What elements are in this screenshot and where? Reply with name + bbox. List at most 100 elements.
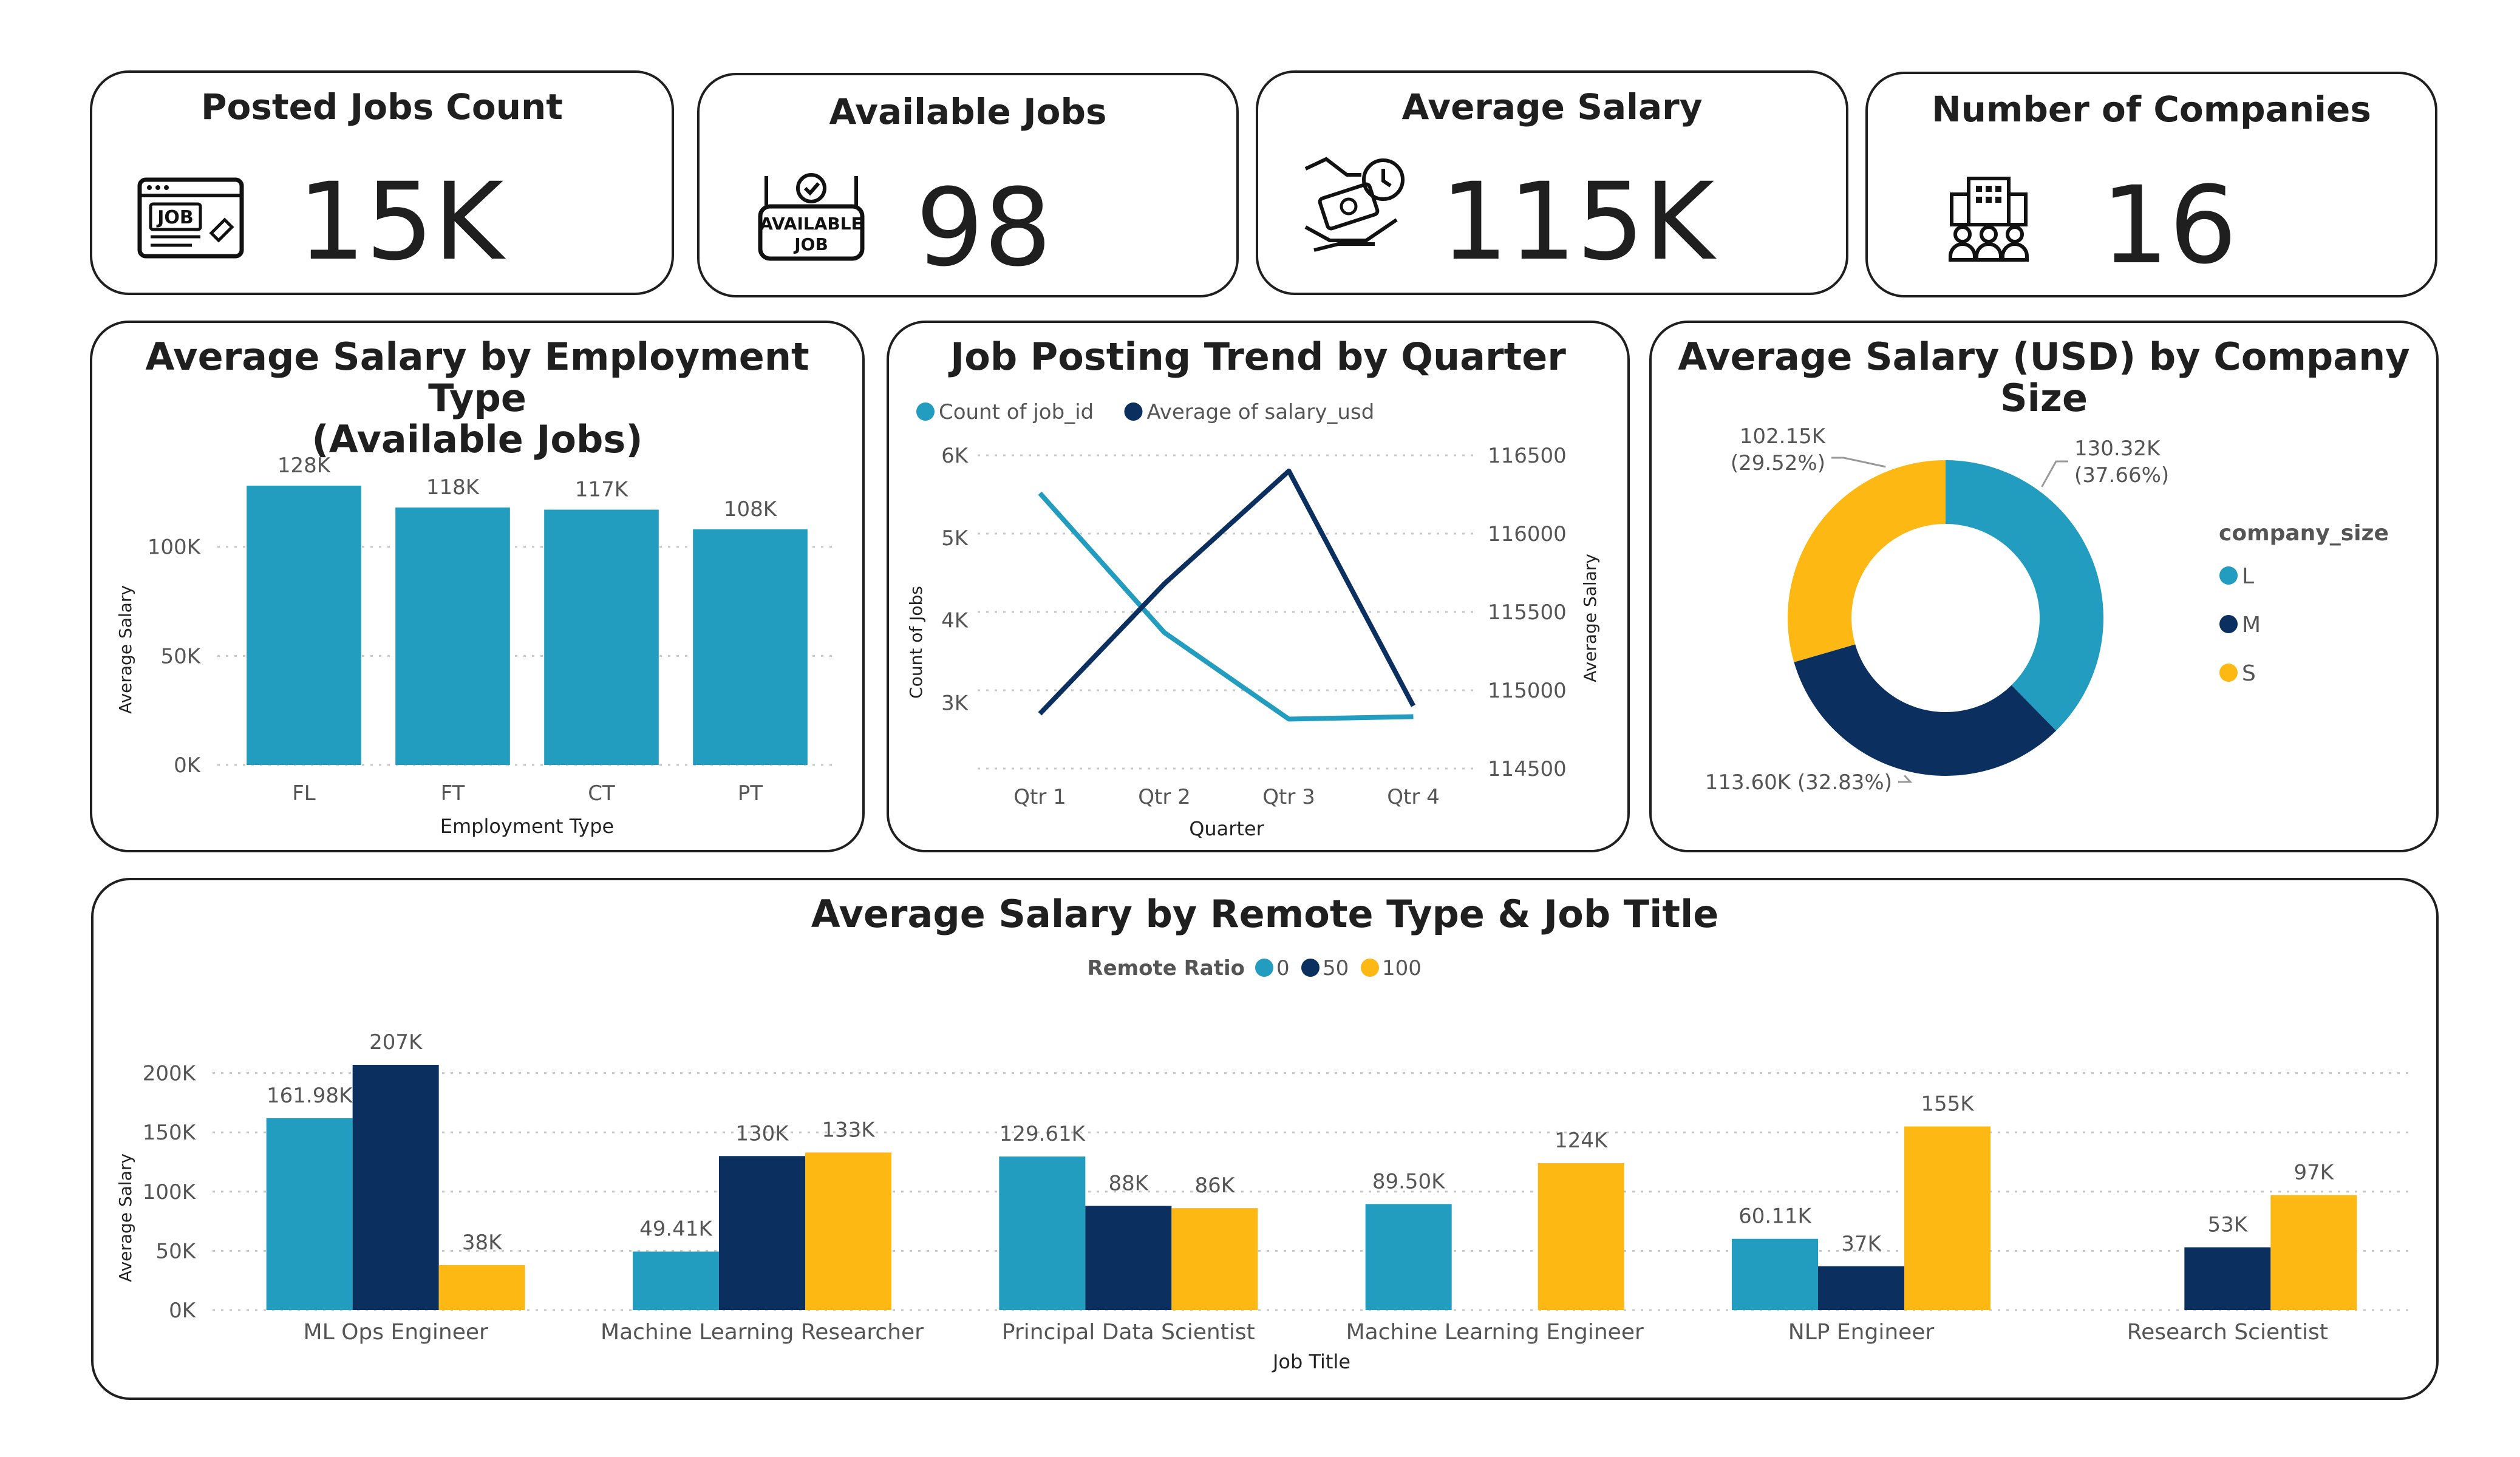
x-tick-label: NLP Engineer (1788, 1320, 1935, 1345)
legend-label: 50 (1323, 956, 1349, 980)
donut-slice-L (1946, 460, 2103, 731)
remote-type-grouped-bar-chart: Remote Ratio 0 50 100 0K 50K 100K 150K 200K 161.9… (115, 956, 2411, 1373)
legend-title: Remote Ratio (1087, 956, 1245, 980)
chart-title: Average Salary (USD) by Company Size (1678, 335, 2410, 420)
bar (1171, 1208, 1258, 1310)
available-icon-text: AVAILABLE (760, 214, 862, 234)
y-axis-label: Average Salary (115, 1153, 135, 1282)
data-label: 37K (1841, 1232, 1882, 1256)
x-axis-label: Employment Type (440, 815, 614, 838)
leader-line (1898, 775, 1913, 783)
bar (544, 509, 659, 765)
data-label: 60.11K (1738, 1204, 1812, 1229)
y-tick-label: 0K (174, 753, 202, 778)
y-tick-label-right: 116500 (1488, 444, 1567, 468)
y-tick-label: 0K (169, 1299, 197, 1323)
y-axis-label-right: Average Salary (1580, 554, 1600, 682)
kpi-title: Posted Jobs Count (200, 86, 564, 127)
job-icon-text: JOB (793, 234, 828, 254)
kpi-title: Average Salary (1401, 86, 1703, 127)
data-label: 113.60K (32.83%) (1705, 770, 1892, 795)
legend-label: S (2242, 661, 2256, 686)
data-label: 108K (724, 497, 778, 521)
legend-label: 100 (1382, 956, 1422, 980)
x-tick-label: Qtr 1 (1013, 785, 1066, 809)
kpi-value: 115K (1440, 160, 1715, 284)
job-browser-icon: JOB (137, 177, 244, 259)
kpi-card-posted-jobs: Posted Jobs Count JOB 15K (90, 70, 674, 295)
data-label: 88K (1109, 1171, 1149, 1195)
line-average-salary (1038, 468, 1416, 716)
leader-line (2041, 460, 2068, 487)
x-tick-label: Machine Learning Researcher (601, 1320, 924, 1345)
data-label: 130.32K (2074, 436, 2161, 461)
data-label: 117K (575, 478, 629, 502)
legend-label: Average of salary_usd (1147, 400, 1375, 424)
x-tick-label: CT (588, 781, 615, 806)
y-tick-label: 100K (148, 535, 202, 560)
y-tick-label: 100K (143, 1180, 197, 1204)
bar (1085, 1206, 1172, 1310)
x-tick-label: Qtr 4 (1387, 785, 1440, 809)
legend-label: L (2242, 564, 2254, 589)
kpi-value: 98 (916, 166, 1052, 290)
line-count-of-jobs (1038, 491, 1414, 722)
y-tick-label-left: 4K (941, 609, 969, 633)
x-tick-label: Research Scientist (2127, 1320, 2328, 1345)
kpi-value: 15K (298, 160, 504, 284)
bar (1818, 1266, 1904, 1310)
data-label: 89.50K (1372, 1169, 1446, 1194)
kpi-card-average-salary: Average Salary 115K (1256, 70, 1848, 295)
kpi-card-number-of-companies: Number of Companies 16 (1865, 72, 2437, 297)
chart-title: Average Salary by Remote Type & Job Titl… (811, 892, 1719, 936)
bar (352, 1065, 439, 1310)
legend-marker (2219, 566, 2238, 585)
y-tick-label-left: 5K (941, 526, 969, 551)
data-label: 86K (1195, 1173, 1236, 1198)
company-building-icon (1946, 176, 2032, 262)
chart-card-quarter-trend: Job Posting Trend by Quarter (887, 321, 1630, 852)
chart-title: Average Salary by Employment Type (Avail… (92, 336, 862, 460)
kpi-title: Available Jobs (829, 91, 1107, 132)
bar (2270, 1195, 2357, 1310)
legend-marker (1124, 402, 1143, 421)
leader-line (1831, 457, 1886, 468)
kpi-title: Number of Companies (1932, 89, 2371, 130)
bar (2184, 1247, 2271, 1310)
data-label: 133K (822, 1118, 876, 1142)
quarter-trend-line-chart: Count of job_id Average of salary_usd 1145… (906, 400, 1600, 840)
legend-label: M (2242, 613, 2261, 637)
legend-marker (1361, 959, 1379, 977)
legend-marker (2219, 615, 2238, 633)
data-label: 102.15K (1740, 424, 1827, 449)
y-axis-label-left: Count of Jobs (906, 586, 926, 699)
bar (438, 1265, 525, 1310)
x-tick-label: ML Ops Engineer (304, 1320, 488, 1345)
company-size-donut-chart: 130.32K(37.66%) 102.15K(29.52%) 113.60K (3… (1705, 424, 2389, 795)
x-tick-label: PT (738, 781, 763, 806)
data-label: 53K (2208, 1213, 2249, 1237)
salary-hand-icon (1302, 154, 1409, 257)
available-job-icon: AVAILABLE JOB (758, 171, 865, 262)
bar (805, 1152, 891, 1310)
y-tick-label-left: 3K (941, 691, 969, 715)
data-label: (29.52%) (1731, 451, 1825, 475)
data-label: 124K (1555, 1129, 1609, 1153)
y-tick-label-left: 6K (941, 444, 969, 468)
bar (395, 507, 510, 765)
bar (719, 1156, 805, 1310)
legend-label: Count of job_id (939, 400, 1094, 424)
x-tick-label: Principal Data Scientist (1002, 1320, 1255, 1345)
data-label: (37.66%) (2074, 463, 2169, 487)
legend-marker (916, 402, 935, 421)
y-tick-label-right: 116000 (1488, 522, 1567, 546)
kpi-value: 16 (2101, 163, 2237, 288)
data-label: 161.98K (267, 1084, 353, 1108)
y-tick-label: 150K (143, 1121, 197, 1145)
y-axis-label: Average Salary (115, 585, 135, 714)
data-label: 155K (1921, 1092, 1975, 1116)
legend-marker (1301, 959, 1320, 977)
legend-marker (2219, 664, 2238, 682)
y-tick-label-right: 115500 (1488, 600, 1567, 625)
x-axis-label: Job Title (1272, 1350, 1350, 1373)
